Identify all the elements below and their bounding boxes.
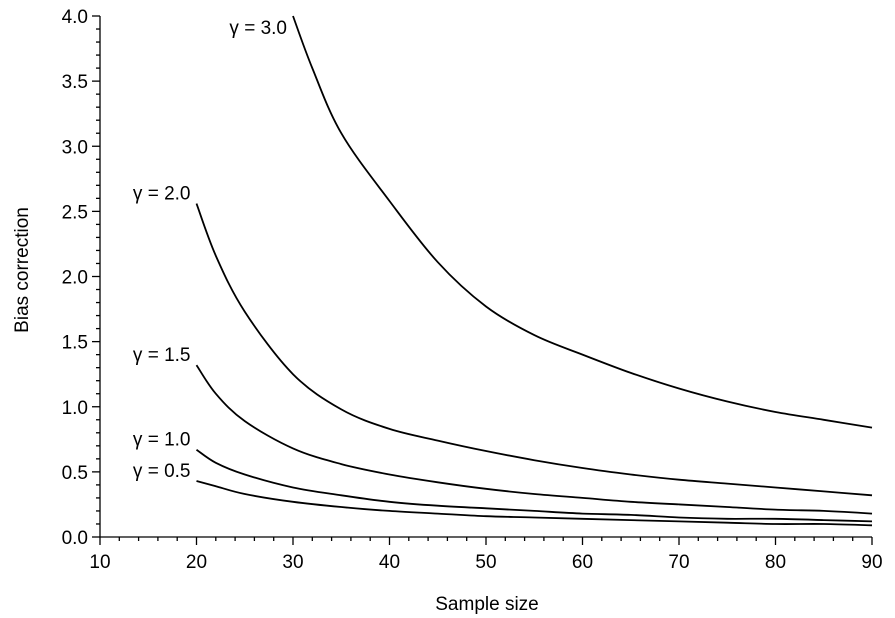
y-axis-title: Bias correction bbox=[12, 207, 33, 333]
x-tick-label: 70 bbox=[668, 552, 689, 573]
x-tick-label: 60 bbox=[572, 552, 593, 573]
y-tick-label: 1.0 bbox=[62, 398, 88, 419]
y-tick-label: 3.5 bbox=[62, 72, 88, 93]
series-label: γ = 1.5 bbox=[133, 345, 191, 366]
x-tick-label: 30 bbox=[282, 552, 303, 573]
y-tick-label: 0.5 bbox=[62, 463, 88, 484]
axes: 10 20 30 40 50 60 70 80 90 0.0 0.5 1.0 1.5 2.0 2.5 3.0 3… bbox=[62, 7, 883, 573]
x-axis-title: Sample size bbox=[435, 594, 539, 615]
x-tick-label: 50 bbox=[475, 552, 496, 573]
x-tick-label: 20 bbox=[186, 552, 207, 573]
y-tick-label: 4.0 bbox=[62, 7, 88, 28]
series-line bbox=[195, 364, 873, 515]
x-tick-label: 40 bbox=[379, 552, 400, 573]
series-label: γ = 3.0 bbox=[229, 18, 287, 39]
series-line bbox=[292, 15, 873, 429]
series-labels: γ = 3.0 γ = 2.0 γ = 1.5 γ = 1.0 γ = 0.5 bbox=[133, 18, 287, 482]
x-tick-label: 80 bbox=[765, 552, 786, 573]
series-label: γ = 0.5 bbox=[133, 461, 191, 482]
x-tick-label: 10 bbox=[89, 552, 110, 573]
series-line bbox=[195, 203, 873, 497]
x-tick-label: 90 bbox=[861, 552, 882, 573]
series-label: γ = 2.0 bbox=[133, 184, 191, 205]
series-line bbox=[196, 480, 873, 527]
y-tick-label: 1.5 bbox=[62, 333, 88, 354]
y-tick-label: 2.0 bbox=[62, 268, 88, 289]
series-curves bbox=[195, 15, 873, 527]
series-label: γ = 1.0 bbox=[133, 430, 191, 451]
y-tick-label: 3.0 bbox=[62, 137, 88, 158]
y-tick-label: 2.5 bbox=[62, 202, 88, 223]
y-tick-label: 0.0 bbox=[62, 528, 88, 549]
series-line bbox=[195, 448, 873, 523]
